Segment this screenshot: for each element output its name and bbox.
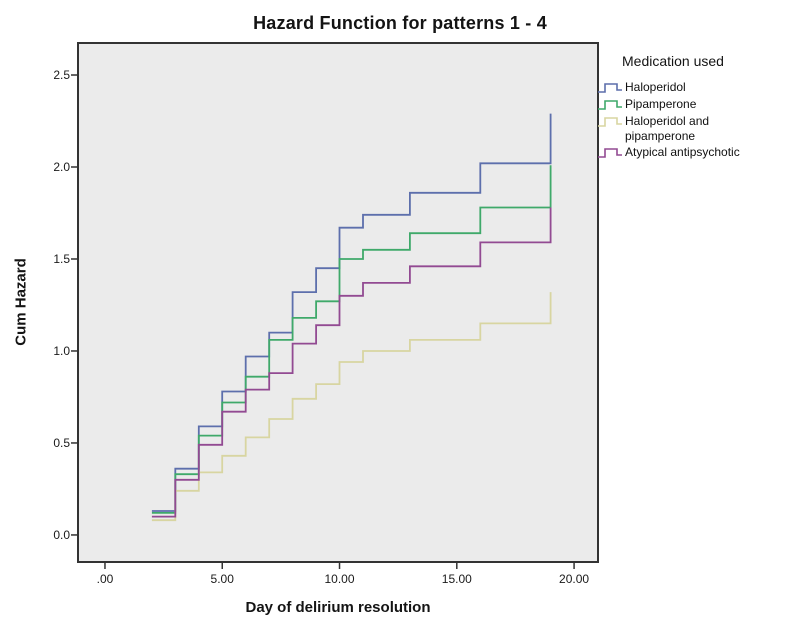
y-tick-label: 1.5 [53,251,70,266]
y-tick-label: 1.0 [53,343,70,358]
chart-title: Hazard Function for patterns 1 - 4 [253,13,547,33]
legend-title: Medication used [622,53,724,69]
legend-item-label: Atypical antipsychotic [625,145,740,159]
x-tick-label: 5.00 [210,572,234,586]
x-axis-title: Day of delirium resolution [245,599,431,616]
series-pipamperone [151,165,552,514]
x-tick-label: 20.00 [559,572,590,586]
series-atypical-antipsychotic [151,207,552,518]
legend-step-line-icon [598,117,622,127]
y-axis-title: Cum Hazard [12,258,30,346]
x-tick-label: .00 [96,572,114,586]
x-tick-label: 10.00 [324,572,355,586]
legend-item: Atypical antipsychotic [597,145,765,161]
y-tick-label: 2.0 [53,160,70,174]
y-tick-label: 0.0 [53,527,70,542]
legend-item: Haloperidol and pipamperone [597,114,765,144]
legend-step-line-icon [598,148,622,158]
legend-step-line-icon [598,100,622,110]
legend-item: Pipamperone [597,97,765,113]
legend-step-line-icon [598,83,622,93]
plot-background [78,43,598,562]
plot-frame [77,42,599,563]
y-tick-label: 0.5 [53,435,70,450]
x-tick-label: 15.00 [441,572,472,586]
legend-item-label: Pipamperone [625,97,697,111]
y-tick-label: 2.5 [53,68,70,82]
series-haloperidol [151,113,552,512]
legend-item: Haloperidol [597,80,765,96]
legend-item-label: Haloperidol [625,80,686,94]
legend-item-label: Haloperidol and pipamperone [625,114,710,143]
legend-items: Haloperidol Pipamperone Haloperidol and pi… [597,80,765,162]
